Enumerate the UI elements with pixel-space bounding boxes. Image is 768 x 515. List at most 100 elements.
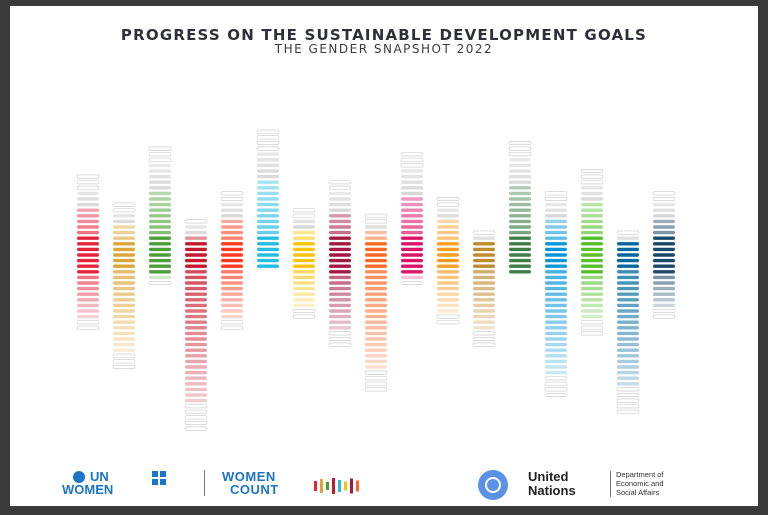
un-divider [610,471,611,497]
goal-15-bar-segment [580,320,604,325]
goal-1-bar-segment [77,309,99,313]
goal-16-bar-segment [617,382,639,386]
goal-1-bar-segment [77,281,99,285]
goal-4-bar-segment [185,242,207,246]
goal-8-bar-segment [329,326,351,330]
goal-10-bar-segment [401,219,423,224]
goal-8-bar-segment [329,225,351,229]
goal-2-bar-segment [113,264,135,268]
goal-5-bar-segment [221,253,243,257]
goal-6-bar-segment [257,191,279,196]
goal-16-bar-segment [617,286,639,291]
goal-3-bar-segment [149,242,171,246]
goal-14-bar-segment [545,370,567,375]
goal-1-bar-segment [77,225,99,229]
goal-14-bar-segment [545,303,567,308]
goal-12-bar-segment [473,314,495,319]
goal-17-bar-segment [653,253,675,257]
goal-14-bar-segment [545,281,567,285]
goal-14-bar-segment [545,314,567,319]
goal-17-bar-segment [653,219,675,224]
goal-5-bar-segment [221,242,243,246]
goal-17-bar-segment [652,308,676,313]
goal-5-bar-segment [221,281,243,285]
goal-11-bar-segment [437,214,459,218]
goal-10-bar-segment [401,180,423,184]
un-logo-text: United Nations [528,470,576,498]
goal-10-bar-segment [401,230,423,235]
goal-7-bar-segment [293,281,315,285]
goal-1-bar-segment [76,174,100,179]
goal-6-bar-segment [257,202,279,207]
goal-8-bar-segment [329,219,351,224]
goal-8-bar-segment [329,208,351,212]
goal-8-bar-segment [329,292,351,296]
un-women-grid-icon [152,471,158,477]
goal-17-bar-segment [653,292,675,296]
goal-4-bar-segment [185,342,207,347]
goal-10-bar-segment [401,275,423,280]
goal-5-bar-segment [221,208,243,212]
goal-1-bar-segment [77,253,99,257]
goal-16-bar-segment [617,247,639,252]
goal-14-bar-segment [545,354,567,358]
goal-6-bar-segment [257,197,279,201]
goal-11-bar-segment [436,202,460,207]
women-count-bar-icon [356,480,359,492]
goal-2-bar-segment [113,331,135,336]
goal-15-bar-segment [581,191,603,196]
goal-15-bar-segment [580,174,604,179]
goal-9-bar-segment [365,242,387,246]
goal-5-bar-segment [221,314,243,319]
goal-7-bar-segment [293,236,315,240]
goal-16-bar-segment [616,387,640,392]
goal-12-bar-segment [472,331,496,336]
goal-7-bar-segment [293,298,315,302]
goal-13-bar-segment [508,146,532,151]
goal-10-bar-segment [401,236,423,240]
goal-9-bar-segment [365,348,387,352]
goal-1-bar-segment [77,292,99,296]
goal-9-bar-segment [365,359,387,364]
goal-4-bar-segment [185,359,207,364]
goal-6-bar-segment [256,141,280,146]
goal-8-bar-segment [329,236,351,240]
goal-3-bar-segment [149,214,171,218]
goal-1-bar-segment [77,314,99,319]
goal-4-bar-segment [185,393,207,397]
goal-2-bar-segment [113,242,135,246]
goal-3-bar-segment [148,146,172,151]
goal-12-bar-segment [473,303,495,308]
goal-17-bar-segment [653,270,675,274]
goal-6-bar-segment [257,186,279,190]
goal-8-bar-segment [329,242,351,246]
goal-1-bar-segment [76,180,100,185]
goal-14-bar-segment [545,359,567,364]
goal-2-bar-segment [113,225,135,229]
goal-16-bar-segment [617,348,639,352]
goal-4-bar-segment [184,409,208,414]
goal-7-bar-segment [292,213,316,218]
un-women-line2: WOMEN [62,482,114,497]
goal-15-bar-segment [581,225,603,229]
goal-3-bar-segment [149,264,171,268]
goal-15-bar-segment [581,247,603,252]
goal-13-bar-segment [509,169,531,173]
goal-13-bar-segment [509,230,531,235]
goal-10-bar-segment [401,169,423,173]
goal-8-bar-segment [329,303,351,308]
goal-16-bar-segment [617,337,639,341]
goal-2-bar-segment [112,202,136,207]
goal-12-bar-segment [473,236,495,240]
goal-9-bar-segment [364,381,388,386]
goal-15-bar-segment [581,208,603,212]
goal-3-bar-segment [149,208,171,212]
goal-10-bar-segment [400,157,424,162]
goal-6-bar-segment [257,247,279,252]
goal-8-bar-segment [328,331,352,336]
goal-6-bar-segment [257,230,279,235]
goal-14-bar-segment [545,214,567,218]
goal-11-bar-segment [437,298,459,302]
goal-6-bar-segment [257,169,279,173]
goal-7-bar-segment [293,219,315,224]
